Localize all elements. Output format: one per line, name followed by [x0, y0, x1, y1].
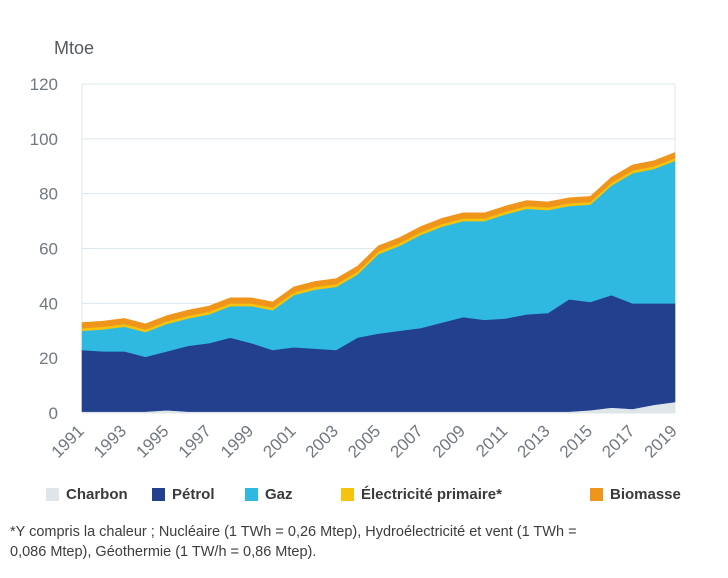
y-tick-label: 80 [39, 185, 58, 204]
legend-item-charbon: Charbon [46, 486, 128, 503]
y-axis-tick-labels: 0 20 40 60 80 100 120 [30, 75, 58, 423]
y-tick-label: 40 [39, 294, 58, 313]
footnote-line-2: 0,086 Mtep), Géothermie (1 TW/h = 0,86 M… [10, 544, 317, 560]
legend-label: Biomasse [610, 486, 681, 503]
x-tick-label: 2013 [514, 421, 554, 461]
footnote: *Y compris la chaleur ; Nucléaire (1 TWh… [10, 522, 722, 562]
x-tick-label: 1991 [48, 421, 88, 461]
y-tick-label: 120 [30, 75, 58, 94]
legend-label: Gaz [265, 486, 293, 503]
x-tick-label: 1995 [132, 421, 172, 461]
x-tick-label: 1997 [175, 421, 215, 461]
x-tick-label: 2003 [302, 421, 342, 461]
x-tick-label: 2015 [556, 421, 596, 461]
x-tick-label: 1999 [217, 421, 257, 461]
legend-swatch-charbon [46, 488, 59, 501]
footnote-line-1: *Y compris la chaleur ; Nucléaire (1 TWh… [10, 524, 577, 540]
x-tick-label: 2001 [259, 421, 299, 461]
x-tick-label: 2019 [641, 421, 681, 461]
legend-swatch-gaz [245, 488, 258, 501]
x-axis-tick-labels: 1991 1993 1995 1997 1999 2001 2003 2005 2007 2009… [48, 421, 681, 461]
y-tick-label: 60 [39, 240, 58, 259]
y-tick-label: 0 [49, 404, 58, 423]
legend-item-petrol: Pétrol [152, 486, 215, 503]
x-tick-label: 2017 [598, 421, 638, 461]
x-tick-label: 1993 [90, 421, 130, 461]
legend-item-biomasse: Biomasse [590, 486, 681, 503]
legend: Charbon Pétrol Gaz Électricité primaire*… [0, 486, 728, 508]
legend-swatch-biomasse [590, 488, 603, 501]
y-tick-label: 100 [30, 130, 58, 149]
area-biomasse [81, 152, 676, 330]
y-tick-label: 20 [39, 349, 58, 368]
legend-item-gaz: Gaz [245, 486, 293, 503]
x-tick-label: 2007 [387, 421, 427, 461]
legend-swatch-petrol [152, 488, 165, 501]
x-tick-label: 2009 [429, 421, 469, 461]
area-series [81, 152, 676, 414]
legend-label: Électricité primaire* [361, 486, 502, 503]
x-tick-label: 2005 [344, 421, 384, 461]
legend-swatch-electricite [341, 488, 354, 501]
legend-label: Pétrol [172, 486, 215, 503]
y-axis-unit-label: Mtoe [54, 38, 95, 58]
legend-label: Charbon [66, 486, 128, 503]
x-tick-label: 2011 [472, 421, 511, 460]
legend-item-electricite: Électricité primaire* [341, 486, 502, 503]
